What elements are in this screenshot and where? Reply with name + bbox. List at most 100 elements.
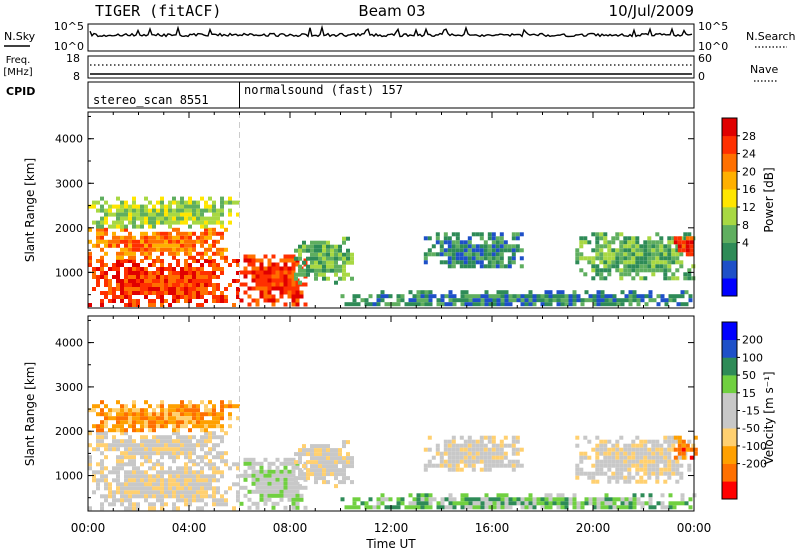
echo-cell — [291, 477, 296, 482]
echo-cell — [156, 435, 160, 440]
echo-cell — [196, 439, 200, 444]
echo-cell — [140, 235, 144, 240]
echo-cell — [140, 279, 144, 283]
echo-cell — [612, 501, 617, 506]
nsearch-label: N.Search — [746, 30, 796, 43]
echo-cell — [168, 220, 172, 225]
echo-cell — [588, 501, 593, 506]
echo-cell — [212, 466, 216, 471]
echo-cell — [259, 258, 264, 263]
echo-cell — [318, 452, 322, 457]
colorbar-swatch — [722, 322, 737, 340]
echo-cell — [124, 474, 128, 479]
echo-cell — [236, 263, 240, 267]
echo-cell — [512, 298, 517, 303]
echo-cell — [200, 303, 204, 307]
echo-cell — [156, 208, 160, 213]
echo-cell — [298, 456, 302, 461]
echo-cell — [599, 447, 604, 452]
echo-cell — [196, 455, 200, 460]
echo-cell — [607, 475, 612, 480]
echo-cell — [108, 494, 112, 499]
echo-cell — [108, 299, 112, 303]
echo-cell — [560, 290, 565, 295]
echo-cell — [295, 493, 300, 498]
echo-cell — [216, 486, 220, 491]
echo-cell — [552, 501, 557, 506]
echo-cell — [259, 493, 264, 498]
echo-cell — [132, 486, 136, 491]
colorbar-tick-label: -200 — [742, 458, 767, 471]
echo-cell — [156, 216, 160, 221]
echo-cell — [263, 477, 268, 482]
echo-cell — [603, 455, 608, 460]
echo-cell — [483, 248, 488, 253]
echo-cell — [263, 298, 268, 303]
echo-cell — [451, 260, 456, 265]
echo-cell — [267, 481, 272, 486]
echo-cell — [124, 470, 128, 475]
echo-cell — [671, 443, 676, 448]
echo-cell — [204, 482, 208, 487]
echo-cell — [200, 412, 204, 417]
echo-cell — [579, 455, 584, 460]
echo-cell — [536, 298, 541, 303]
echo-cell — [480, 302, 485, 307]
echo-cell — [208, 408, 212, 413]
echo-cell — [168, 447, 172, 452]
echo-cell — [560, 505, 565, 510]
echo-cell — [196, 424, 200, 429]
echo-cell — [287, 278, 292, 283]
echo-cell — [659, 467, 664, 472]
echo-cell — [647, 244, 652, 249]
echo-cell — [160, 231, 164, 236]
echo-cell — [176, 447, 180, 452]
echo-cell — [576, 505, 581, 510]
echo-cell — [540, 294, 545, 299]
echo-cell — [275, 278, 280, 283]
echo-cell — [672, 294, 677, 299]
echo-cell — [108, 267, 112, 271]
echo-cell — [112, 490, 116, 495]
echo-cell — [228, 416, 232, 421]
echo-cell — [487, 252, 492, 257]
echo-cell — [156, 212, 160, 217]
echo-cell — [164, 408, 168, 413]
echo-cell — [655, 443, 660, 448]
echo-cell — [156, 200, 160, 205]
echo-cell — [600, 298, 605, 303]
echo-cell — [492, 298, 497, 303]
colorbar-swatch — [722, 260, 737, 279]
echo-cell — [152, 220, 156, 225]
echo-cell — [100, 474, 104, 479]
echo-cell — [168, 439, 172, 444]
echo-cell — [279, 489, 284, 494]
echo-cell — [164, 243, 168, 248]
echo-cell — [100, 235, 104, 240]
echo-cell — [499, 232, 504, 237]
echo-cell — [212, 498, 216, 503]
echo-cell — [156, 271, 160, 275]
echo-cell — [200, 466, 204, 471]
echo-cell — [104, 443, 108, 448]
echo-cell — [420, 294, 425, 299]
echo-cell — [164, 424, 168, 429]
echo-cell — [595, 451, 600, 456]
echo-cell — [283, 505, 288, 510]
echo-cell — [188, 267, 192, 271]
echo-cell — [188, 455, 192, 460]
echo-cell — [404, 505, 409, 510]
echo-cell — [640, 298, 645, 303]
echo-cell — [156, 220, 160, 225]
echo-cell — [200, 435, 204, 440]
echo-cell — [428, 497, 433, 502]
echo-cell — [251, 274, 256, 279]
echo-cell — [519, 447, 524, 452]
echo-cell — [400, 501, 405, 506]
echo-cell — [688, 298, 693, 303]
echo-cell — [204, 478, 208, 483]
echo-cell — [671, 463, 676, 468]
echo-cell — [595, 264, 600, 269]
echo-cell — [176, 424, 180, 429]
echo-cell — [172, 494, 176, 499]
